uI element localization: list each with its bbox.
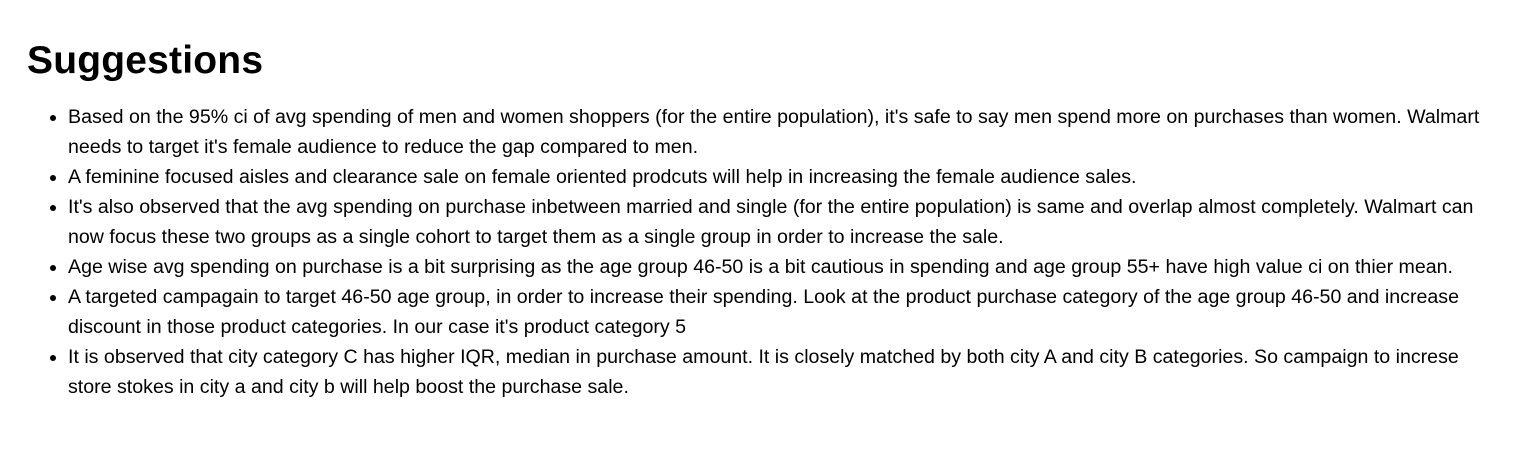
list-item: It is observed that city category C has …	[68, 342, 1507, 402]
suggestions-list: Based on the 95% ci of avg spending of m…	[27, 102, 1507, 402]
list-item: Age wise avg spending on purchase is a b…	[68, 252, 1507, 282]
section-title: Suggestions	[27, 39, 264, 82]
list-item: A targeted campagain to target 46-50 age…	[68, 282, 1507, 342]
list-item: A feminine focused aisles and clearance …	[68, 162, 1507, 192]
list-item: Based on the 95% ci of avg spending of m…	[68, 102, 1507, 162]
list-item: It's also observed that the avg spending…	[68, 192, 1507, 252]
suggestions-section: Suggestions Based on the 95% ci of avg s…	[27, 38, 1507, 402]
